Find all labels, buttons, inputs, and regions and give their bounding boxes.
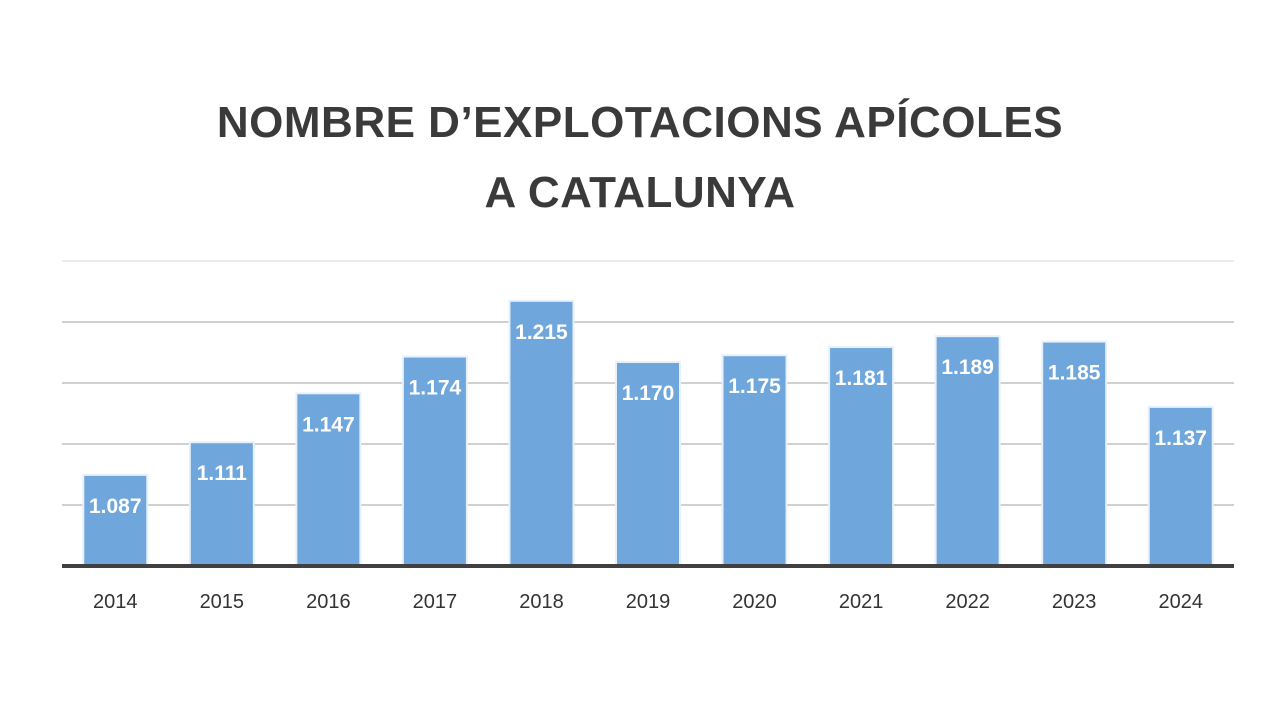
data-label: 1.170 xyxy=(622,382,675,405)
bar xyxy=(401,355,468,567)
bar xyxy=(82,473,149,568)
data-label: 1.189 xyxy=(941,356,994,379)
x-tick-label: 2019 xyxy=(626,591,671,613)
data-label: 1.175 xyxy=(728,375,781,398)
bar xyxy=(1041,340,1108,567)
data-label: 1.137 xyxy=(1154,427,1207,450)
x-tick-label: 2015 xyxy=(200,591,245,613)
bar xyxy=(615,361,681,567)
data-label: 1.185 xyxy=(1048,362,1101,385)
x-tick-label: 2024 xyxy=(1158,591,1203,613)
x-tick-label: 2023 xyxy=(1052,591,1097,613)
data-label: 1.111 xyxy=(197,462,248,485)
chart-title-line-1: NOMBRE D’EXPLOTACIONS APÍCOLES xyxy=(216,98,1064,147)
data-label: 1.215 xyxy=(515,321,568,344)
x-tick-label: 2021 xyxy=(839,591,884,613)
x-tick-label: 2017 xyxy=(413,591,458,613)
x-tick-label: 2016 xyxy=(306,591,351,613)
bar xyxy=(508,299,575,567)
bar xyxy=(721,354,788,568)
x-tick-label: 2020 xyxy=(732,591,777,613)
data-label: 1.147 xyxy=(302,413,355,436)
x-tick-label: 2018 xyxy=(519,591,564,613)
x-tick-label: 2022 xyxy=(945,591,990,613)
bar xyxy=(828,346,895,568)
bar xyxy=(1147,405,1214,567)
chart-title-line-2: A CATALUNYA xyxy=(484,168,796,217)
x-tick-label: 2014 xyxy=(93,591,138,613)
data-label: 1.087 xyxy=(89,495,142,518)
bar xyxy=(934,335,1001,567)
bar xyxy=(295,392,362,567)
bar xyxy=(188,441,255,567)
data-label: 1.174 xyxy=(409,377,462,400)
data-label: 1.181 xyxy=(835,367,888,390)
